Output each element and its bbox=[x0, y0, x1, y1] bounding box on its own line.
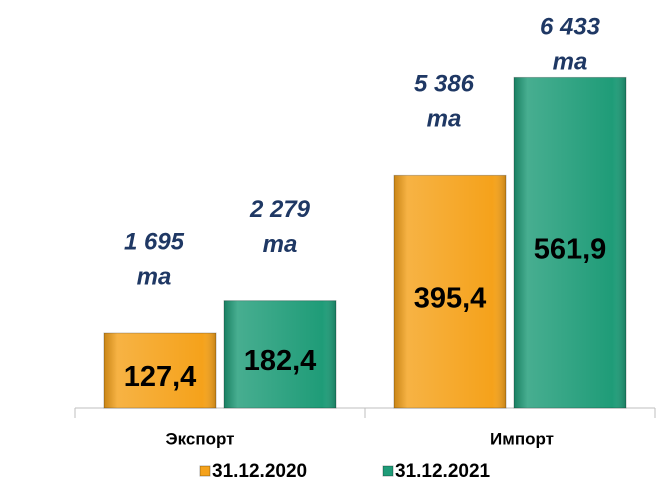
bar-bevel bbox=[104, 333, 216, 408]
bar-annotation: 5 386 bbox=[414, 71, 475, 98]
legend-swatch bbox=[382, 465, 394, 477]
bar-bevel bbox=[514, 77, 626, 408]
bar-annotation: та bbox=[263, 231, 298, 258]
bar-bevel bbox=[394, 175, 506, 408]
bar-annotation: 6 433 bbox=[540, 13, 601, 40]
bar-annotation: 1 695 bbox=[124, 228, 185, 255]
bar-annotation: та bbox=[137, 263, 172, 290]
legend-swatch bbox=[199, 465, 211, 477]
bar-annotation: 2 279 bbox=[249, 196, 311, 223]
legend-label: 31.12.2020 bbox=[212, 461, 307, 482]
value-label: 395,4 bbox=[414, 282, 487, 314]
value-label: 182,4 bbox=[244, 345, 317, 377]
x-tick-label: Экспорт bbox=[166, 429, 235, 448]
bar-bevel bbox=[224, 300, 336, 408]
value-label: 561,9 bbox=[534, 233, 607, 265]
bar-annotation: та bbox=[427, 106, 462, 133]
bar-annotation: та bbox=[553, 48, 588, 75]
legend-label: 31.12.2021 bbox=[395, 461, 491, 482]
value-label: 127,4 bbox=[124, 361, 197, 393]
x-tick-label: Импорт bbox=[490, 429, 554, 448]
